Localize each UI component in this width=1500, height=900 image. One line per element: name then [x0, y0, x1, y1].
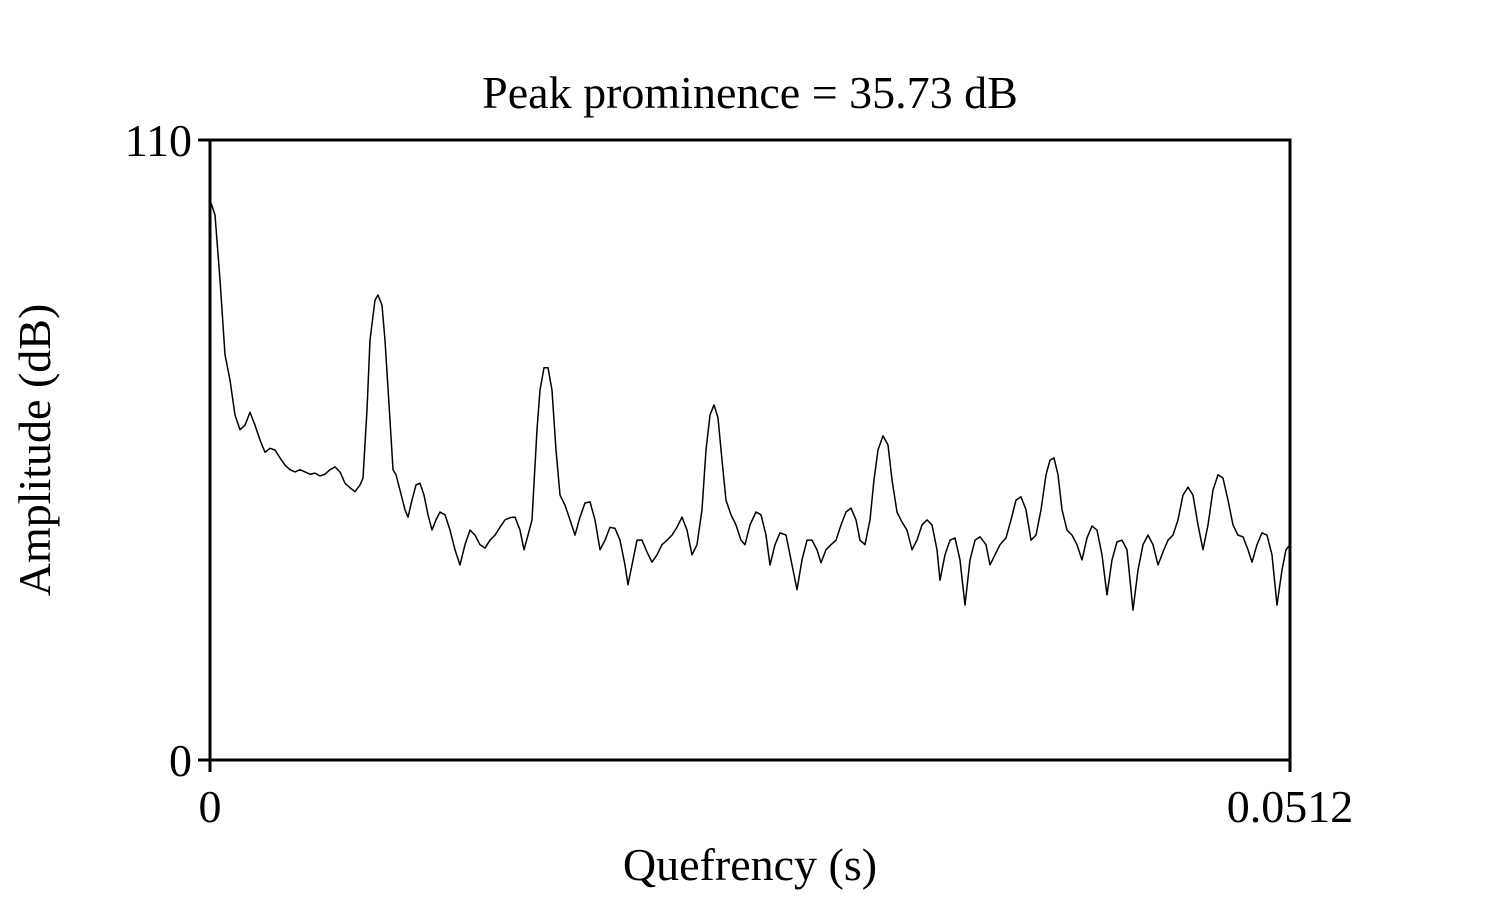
line-series — [209, 199, 1291, 611]
y-axis-label: Amplitude (dB) — [9, 304, 60, 597]
y-tick-label: 0 — [169, 735, 192, 786]
x-tick-label: 0.0512 — [1227, 781, 1354, 832]
x-tick-label: 0 — [199, 781, 222, 832]
plot-frame — [208, 138, 1292, 762]
chart-title: Peak prominence = 35.73 dB — [482, 67, 1018, 118]
x-axis-label: Quefrency (s) — [623, 839, 877, 890]
y-tick-label: 110 — [125, 115, 192, 166]
